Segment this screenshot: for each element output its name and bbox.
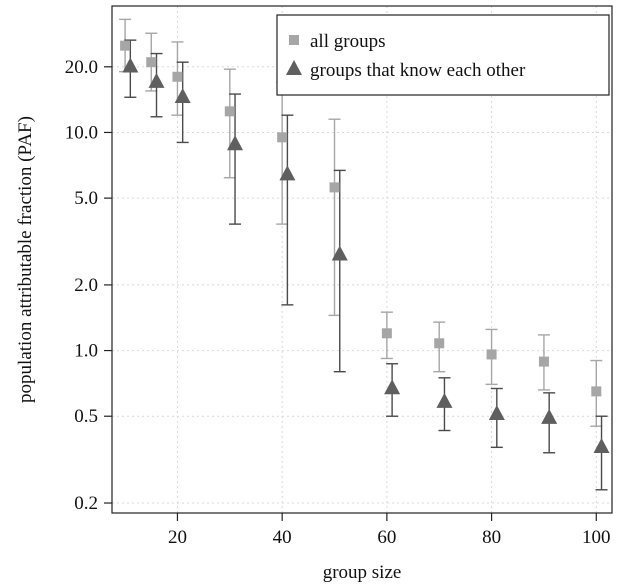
y-tick-label: 0.5 xyxy=(74,406,98,427)
data-point-triangle xyxy=(122,57,139,73)
data-point-triangle xyxy=(384,379,401,395)
legend-label-groups-that-know-each-other: groups that know each other xyxy=(310,60,526,81)
y-tick-label: 0.2 xyxy=(74,493,98,514)
data-point-triangle xyxy=(279,165,296,181)
x-tick-label: 40 xyxy=(273,527,292,548)
x-tick-label: 60 xyxy=(377,527,396,548)
y-axis-label: population attributable fraction (PAF) xyxy=(15,116,36,403)
x-tick-label: 80 xyxy=(482,527,501,548)
error-bar xyxy=(328,118,341,317)
y-tick-label: 10.0 xyxy=(65,122,98,143)
data-point-square xyxy=(172,71,183,82)
legend-marker-groups-that-know-each-other xyxy=(286,60,302,75)
data-point-square xyxy=(591,386,602,397)
data-point-square xyxy=(486,349,497,360)
data-point-square xyxy=(381,328,392,339)
x-tick-label: 20 xyxy=(168,527,187,548)
legend: all groups groups that know each other xyxy=(276,14,610,96)
error-bar xyxy=(276,81,289,225)
data-point-square xyxy=(538,356,549,367)
y-tick-label: 1.0 xyxy=(74,341,98,362)
legend-box xyxy=(276,14,610,96)
y-tick-label: 5.0 xyxy=(74,188,98,209)
x-tick-label: 100 xyxy=(582,527,611,548)
data-point-square xyxy=(277,132,288,143)
error-bar xyxy=(229,93,242,225)
data-point-triangle xyxy=(331,245,348,261)
data-point-triangle xyxy=(488,405,505,421)
data-point-triangle xyxy=(593,438,610,454)
data-point-triangle xyxy=(227,135,244,151)
legend-label-all-groups: all groups xyxy=(310,31,385,52)
data-point-square xyxy=(329,182,340,193)
error-bar xyxy=(333,169,346,373)
x-axis-label: group size xyxy=(323,562,402,583)
data-markers xyxy=(120,40,610,454)
data-point-square xyxy=(224,106,235,117)
data-point-square xyxy=(434,338,445,349)
legend-marker-all-groups xyxy=(289,35,299,45)
y-tick-label: 2.0 xyxy=(74,275,98,296)
data-point-triangle xyxy=(148,72,165,88)
data-point-triangle xyxy=(436,392,453,408)
error-bar xyxy=(281,114,294,306)
plot-area-frame xyxy=(111,5,613,514)
data-point-square xyxy=(146,57,157,68)
data-point-triangle xyxy=(174,87,191,103)
data-point-square xyxy=(120,40,131,51)
error-bar xyxy=(223,68,236,179)
x-axis: 20 40 60 80 100 xyxy=(168,513,611,548)
y-tick-label: 20.0 xyxy=(65,57,98,78)
y-axis: 0.2 0.5 1.0 2.0 5.0 10.0 20.0 xyxy=(65,57,112,514)
data-point-triangle xyxy=(541,408,558,424)
